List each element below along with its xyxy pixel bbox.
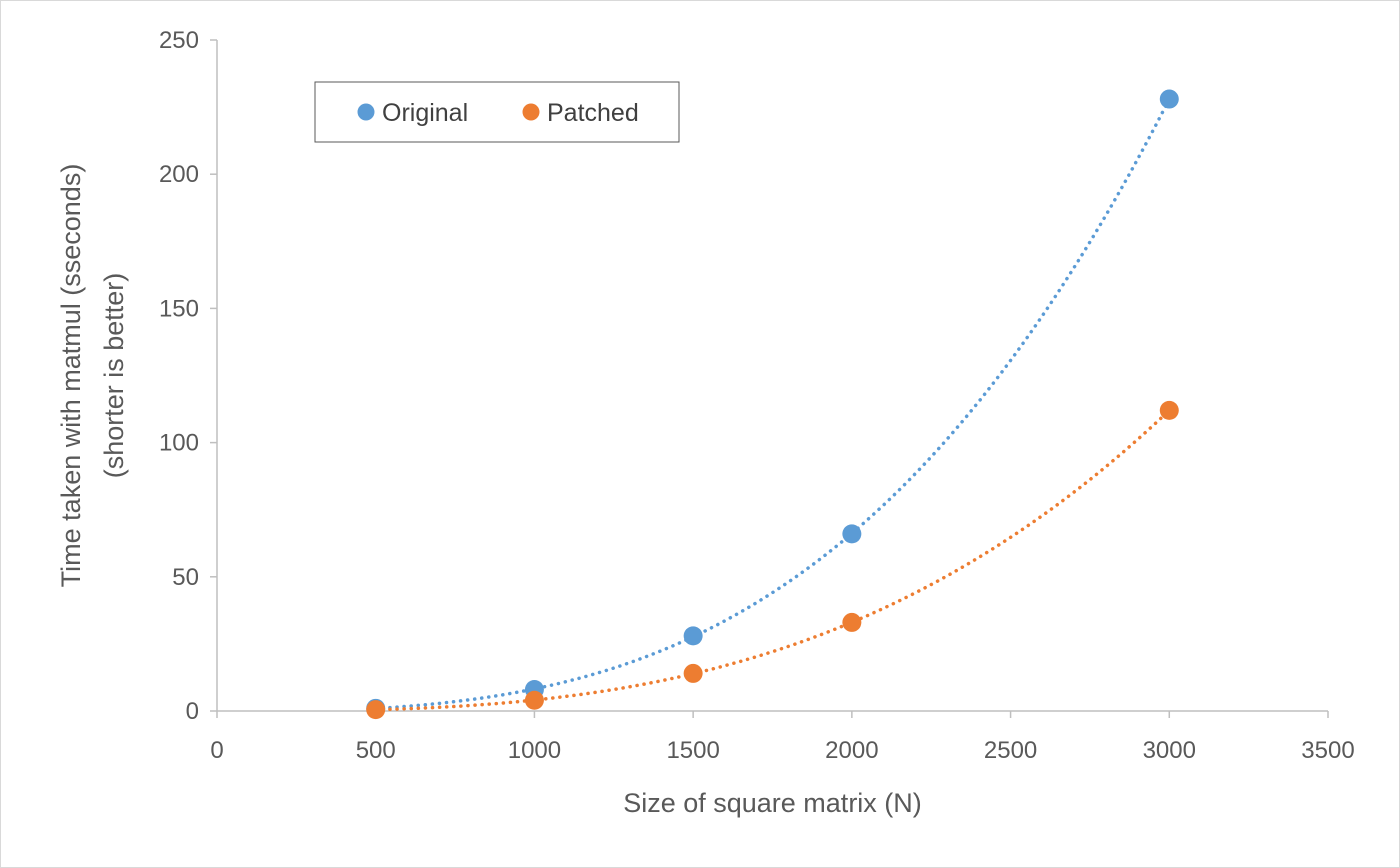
y-tick-label: 50 xyxy=(172,564,199,591)
data-point-patched xyxy=(524,690,544,710)
data-point-original xyxy=(683,626,703,646)
legend-label-patched: Patched xyxy=(547,99,639,127)
x-tick-label: 0 xyxy=(210,737,223,764)
x-tick-label: 2000 xyxy=(825,737,878,764)
legend-marker-patched xyxy=(522,103,540,121)
legend-box xyxy=(314,81,680,143)
y-tick-label: 100 xyxy=(159,430,199,457)
data-point-original xyxy=(842,524,862,544)
data-point-patched xyxy=(842,612,862,632)
data-points xyxy=(366,89,1179,720)
x-tick-label: 3000 xyxy=(1143,737,1196,764)
data-point-patched xyxy=(366,700,386,720)
y-tick-label: 0 xyxy=(186,698,199,725)
data-point-original xyxy=(1159,89,1179,109)
y-tick-label: 250 xyxy=(159,27,199,54)
x-ticks: 0 500 1000 1500 2000 2500 3000 3500 xyxy=(210,711,1355,764)
legend-label-original: Original xyxy=(382,99,468,127)
x-tick-label: 2500 xyxy=(984,737,1037,764)
y-tick-label: 150 xyxy=(159,295,199,322)
trendline-patched xyxy=(373,408,1172,712)
x-tick-label: 3500 xyxy=(1301,737,1354,764)
y-tick-label: 200 xyxy=(159,161,199,188)
data-point-patched xyxy=(1159,400,1179,420)
data-point-patched xyxy=(683,663,703,683)
y-axis-title: Time taken with matmul (sseconds) (short… xyxy=(56,164,129,588)
axes xyxy=(216,40,1328,712)
y-axis-title-line-1: Time taken with matmul (sseconds) xyxy=(56,164,86,588)
legend: Original Patched xyxy=(314,81,680,143)
x-tick-label: 1500 xyxy=(666,737,719,764)
legend-marker-original xyxy=(357,103,375,121)
x-tick-label: 1000 xyxy=(508,737,561,764)
y-axis-title-line-2: (shorter is better) xyxy=(99,273,129,479)
trendlines xyxy=(373,97,1172,712)
x-axis-title: Size of square matrix (N) xyxy=(623,788,922,818)
trendline-original xyxy=(373,97,1172,711)
y-ticks: 0 50 100 150 200 250 xyxy=(159,27,217,725)
x-tick-label: 500 xyxy=(356,737,396,764)
